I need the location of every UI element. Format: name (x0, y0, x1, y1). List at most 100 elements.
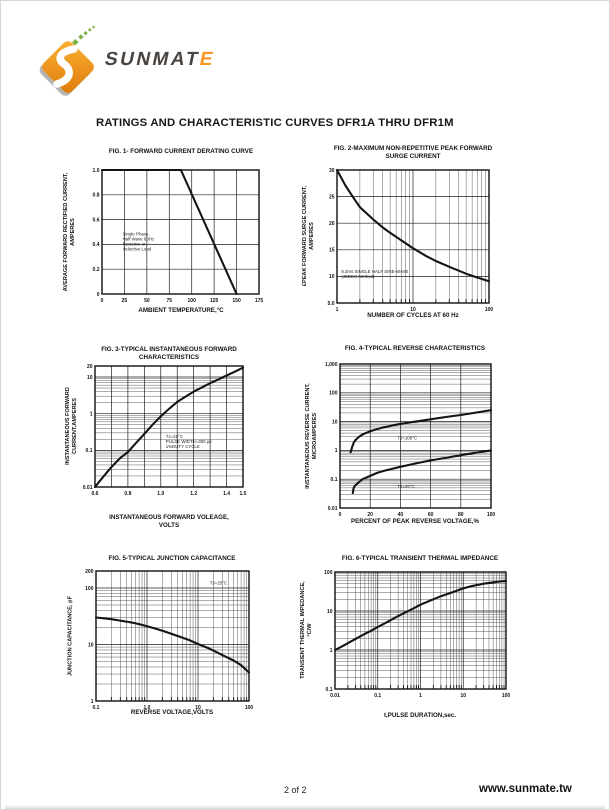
series-curve-reverse-current-tj-100c (349, 409, 493, 454)
gridlines (102, 170, 259, 294)
fig2-chart: 1 10 100 5.0 10 15 20 25 30 8.3ms SINGLE HALF SIN… (328, 168, 494, 313)
chart-annotation: TJ=25°C (210, 581, 227, 586)
svg-text:50: 50 (144, 298, 150, 304)
svg-text:1: 1 (335, 448, 338, 454)
fig6-title: FIG. 6-TYPICAL TRANSIENT THERMAL IMPEDAN… (341, 555, 499, 562)
svg-text:20: 20 (367, 512, 373, 518)
svg-text:30: 30 (329, 168, 335, 174)
website-text: www.sunmate.tw (479, 783, 572, 795)
plot-border (336, 169, 490, 304)
svg-text:15: 15 (329, 248, 335, 254)
fig1-title: FIG. 1- FORWARD CURRENT DERATING CURVE (108, 148, 254, 155)
svg-text:0.01: 0.01 (328, 506, 338, 512)
svg-text:100: 100 (329, 391, 338, 397)
plot-border (339, 363, 492, 509)
svg-text:0.6: 0.6 (93, 217, 100, 223)
chart-annotation: 8.3ms SINGLE HALF SINE-WAVE (JEDEC Method… (341, 269, 408, 279)
fig2-title: FIG. 2-MAXIMUM NON-REPETITIVE PEAK FORWA… (333, 145, 493, 160)
svg-text:150: 150 (232, 298, 241, 304)
svg-text:100: 100 (487, 512, 496, 518)
svg-text:100: 100 (188, 298, 197, 304)
series-curve-forward-current-derating (100, 168, 238, 296)
fig2-xlabel: NUMBER OF CYCLES AT 60 Hz (367, 312, 459, 319)
svg-text:10: 10 (332, 419, 338, 425)
gridlines (96, 571, 249, 701)
fig1-chart: 0 25 50 75 100 125 150 175 0 0.2 0.4 0.6 0.8 1.0 Singl… (93, 168, 264, 304)
svg-text:75: 75 (167, 298, 173, 304)
svg-text:0.6: 0.6 (92, 491, 99, 497)
chart-annotation: TJ=25°C (397, 484, 414, 489)
svg-text:0: 0 (101, 298, 104, 304)
chart-annotation: TJ=100°C (397, 435, 417, 440)
svg-text:125: 125 (210, 298, 219, 304)
fig6-xlabel: t,PULSE DURATION,sec. (383, 712, 457, 719)
chart-annotation: TJ=25°C PULSE WIDTH=300 μs 1%DUTY CYCLE (166, 434, 213, 449)
fig5-title: FIG. 5-TYPICAL JUNCTION CAPACITANCE (108, 555, 236, 562)
fig1-ylabel: AVERAGE FORWARD RECTIFIED CURRENT, AMPERE… (63, 172, 76, 292)
fig3-title: FIG. 3-TYPICAL INSTANTANEOUS FORWARD CHAR… (101, 346, 237, 361)
svg-text:25: 25 (122, 298, 128, 304)
series-curve-reverse-current-tj-25c (351, 449, 493, 495)
svg-text:1: 1 (330, 648, 333, 654)
svg-text:1: 1 (91, 699, 94, 705)
svg-text:80: 80 (458, 512, 464, 518)
page-title: RATINGS AND CHARACTERISTIC CURVES DFR1A … (96, 117, 454, 129)
svg-text:40: 40 (398, 512, 404, 518)
svg-text:60: 60 (428, 512, 434, 518)
svg-text:20: 20 (329, 221, 335, 227)
gridlines (95, 366, 243, 487)
series-curve-peak-forward-surge-current (335, 168, 491, 283)
svg-text:10: 10 (329, 274, 335, 280)
svg-text:10: 10 (88, 642, 94, 648)
chart-annotation: Single Phase, Half Wave 60Hz Resistive or I… (123, 232, 155, 252)
svg-text:100: 100 (485, 307, 494, 313)
svg-text:0.1: 0.1 (374, 693, 381, 699)
sunmate-logo-icon (39, 25, 96, 96)
svg-text:0.8: 0.8 (93, 193, 100, 199)
brand-accent: E (197, 49, 218, 70)
plot-border (94, 365, 244, 488)
svg-text:20: 20 (87, 364, 93, 370)
fig5-xlabel: REVERSE VOLTAGE,VOLTS (130, 709, 214, 716)
svg-text:0.01: 0.01 (83, 485, 93, 491)
svg-text:0.4: 0.4 (93, 242, 100, 248)
svg-text:1: 1 (336, 307, 339, 313)
fig3-xlabel: INSTANTANEOUS FORWARD VOLEAGE, VOLTS (109, 514, 229, 529)
plot-border (334, 571, 507, 690)
fig1-xlabel: AMBIENT TEMPERATURE,°C (138, 307, 224, 314)
fig4-chart: 0 20 40 60 80 100 0.01 0.1 1 10 100 1,000 TJ=100°C TJ… (325, 362, 496, 518)
svg-text:100: 100 (245, 705, 254, 711)
svg-text:0.1: 0.1 (86, 448, 93, 454)
svg-text:1.0: 1.0 (157, 491, 164, 497)
svg-text:1.5: 1.5 (240, 491, 247, 497)
svg-text:1.0: 1.0 (144, 705, 151, 711)
series-curve-junction-capacitance (94, 616, 251, 674)
svg-text:1.0: 1.0 (93, 168, 100, 174)
svg-text:10: 10 (410, 307, 416, 313)
fig4-title: FIG. 4-TYPICAL REVERSE CHARACTERISTICS (344, 345, 486, 352)
svg-text:100: 100 (85, 586, 94, 592)
scan-shadow (5, 805, 605, 809)
fig5-chart: 0.1 1.0 10 100 1 10 100 200 TJ=25°C (85, 569, 254, 711)
svg-text:200: 200 (85, 569, 94, 575)
gridlines (337, 170, 489, 303)
svg-text:1: 1 (90, 411, 93, 417)
svg-text:0: 0 (339, 512, 342, 518)
svg-text:100: 100 (502, 693, 511, 699)
svg-text:100: 100 (324, 570, 333, 576)
fig3-chart: 0.6 0.8 1.0 1.2 1.4 1.5 0.01 0.1 1 10 20 TJ=25°C PUL… (83, 364, 247, 497)
svg-text:0.01: 0.01 (330, 693, 340, 699)
page-number: 2 of 2 (284, 785, 307, 795)
svg-text:10: 10 (327, 609, 333, 615)
svg-text:5.0: 5.0 (328, 301, 335, 307)
svg-text:0.1: 0.1 (326, 687, 333, 693)
brand-main: SUNMAT (102, 49, 203, 70)
svg-text:10: 10 (195, 705, 201, 711)
svg-text:10: 10 (460, 693, 466, 699)
brand-text: SUNMATE (103, 49, 218, 71)
fig4-xlabel: PERCENT OF PEAK REVERSE VOLTAGE,% (350, 518, 480, 525)
svg-text:1: 1 (419, 693, 422, 699)
logo: SUNMATE (39, 23, 279, 97)
